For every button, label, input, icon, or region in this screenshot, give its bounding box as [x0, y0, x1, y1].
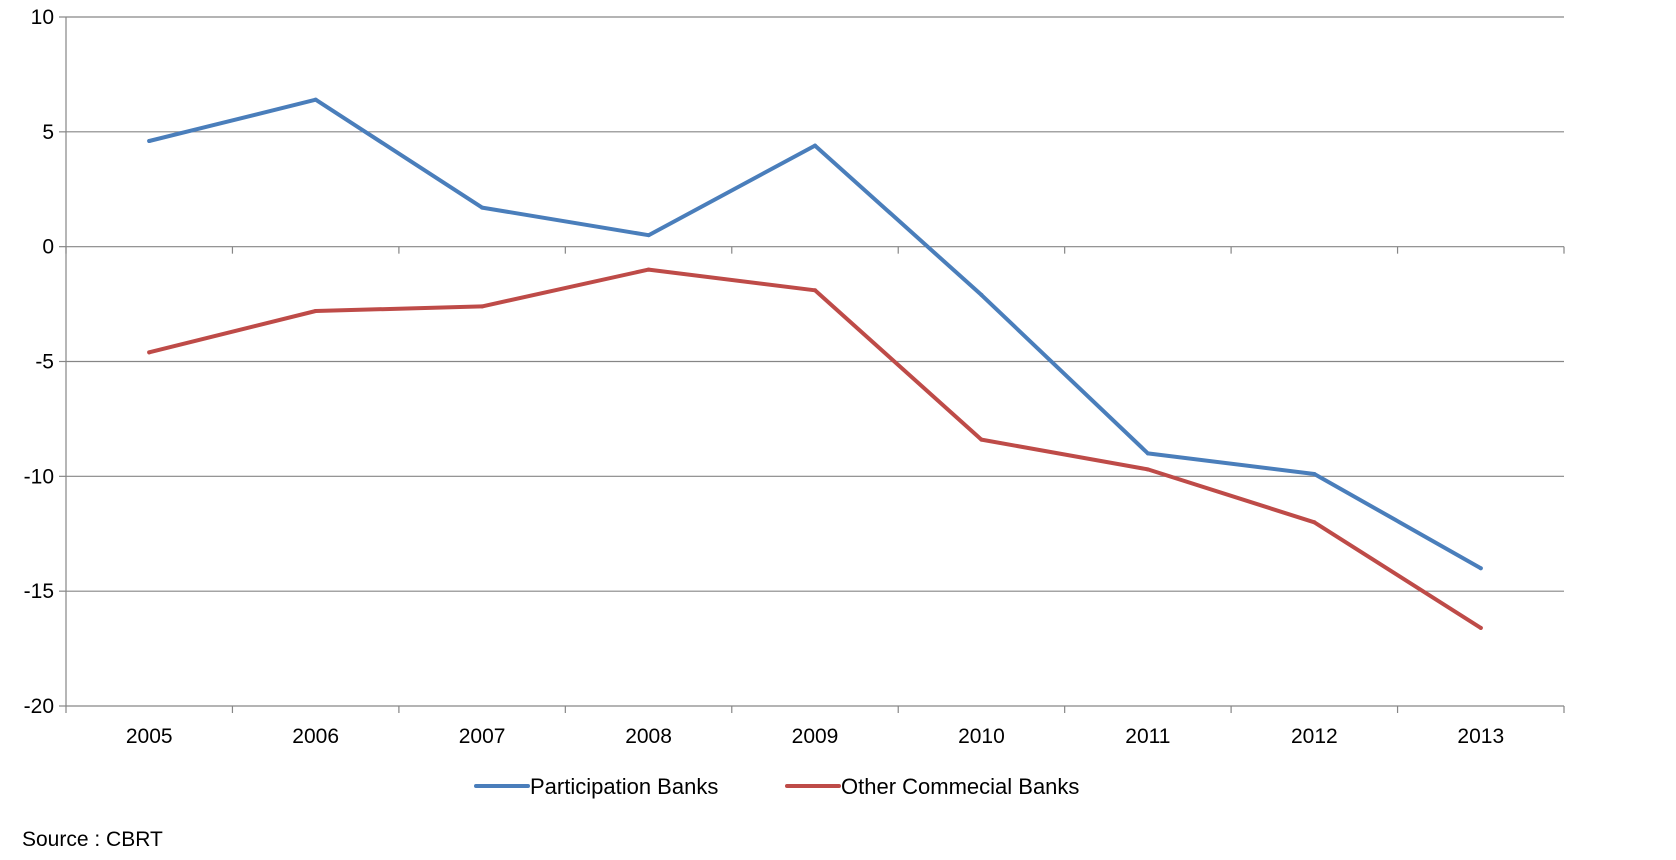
data-point: [313, 308, 318, 313]
x-tick-label: 2006: [292, 725, 339, 748]
data-point: [646, 233, 651, 238]
legend: Participation Banks Other Commecial Banks: [474, 774, 1079, 799]
x-tick-labels: 2005 2006 2007 2008 2009 2010 2011 2012 2013: [126, 725, 1504, 748]
series-line-2: [147, 267, 1483, 630]
data-point: [1478, 566, 1483, 571]
grid-layer: [66, 16, 1564, 592]
y-tick-label: -10: [24, 465, 54, 488]
y-tick-label: -15: [24, 580, 54, 603]
data-point: [813, 288, 817, 293]
data-point: [147, 350, 152, 355]
data-point: [979, 437, 984, 442]
data-point: [813, 143, 817, 148]
x-tick-label: 2007: [459, 725, 506, 748]
data-point: [1478, 625, 1483, 630]
data-point: [147, 139, 152, 144]
x-tick-label: 2010: [958, 725, 1005, 748]
axis-layer: [59, 16, 1565, 713]
y-tick-labels: 10 5 0 -5 -10 -15 -20: [24, 6, 54, 718]
x-tick-label: 2005: [126, 725, 173, 748]
y-tick-label: 0: [42, 236, 54, 259]
y-tick-label: -5: [35, 351, 54, 374]
y-tick-label: 10: [31, 6, 54, 29]
y-tick-label: 5: [42, 121, 54, 144]
data-point: [979, 292, 984, 297]
x-tick-label: 2012: [1291, 725, 1338, 748]
data-point: [1312, 472, 1317, 477]
x-tick-label: 2009: [792, 725, 839, 748]
series-layer: [147, 97, 1483, 630]
legend-label: Other Commecial Banks: [841, 774, 1079, 799]
data-point: [313, 97, 318, 102]
data-point: [646, 267, 651, 272]
data-point: [1145, 451, 1150, 456]
series-line-1: [147, 97, 1483, 571]
x-tick-label: 2008: [625, 725, 672, 748]
source-note: Source : CBRT: [22, 828, 163, 851]
x-tick-label: 2011: [1125, 725, 1170, 748]
y-tick-label: -20: [24, 695, 54, 718]
legend-label: Participation Banks: [530, 774, 718, 799]
data-point: [480, 304, 485, 309]
x-tick-label: 2013: [1457, 725, 1504, 748]
data-point: [1312, 520, 1317, 525]
data-point: [480, 205, 485, 210]
data-point: [1145, 467, 1150, 472]
